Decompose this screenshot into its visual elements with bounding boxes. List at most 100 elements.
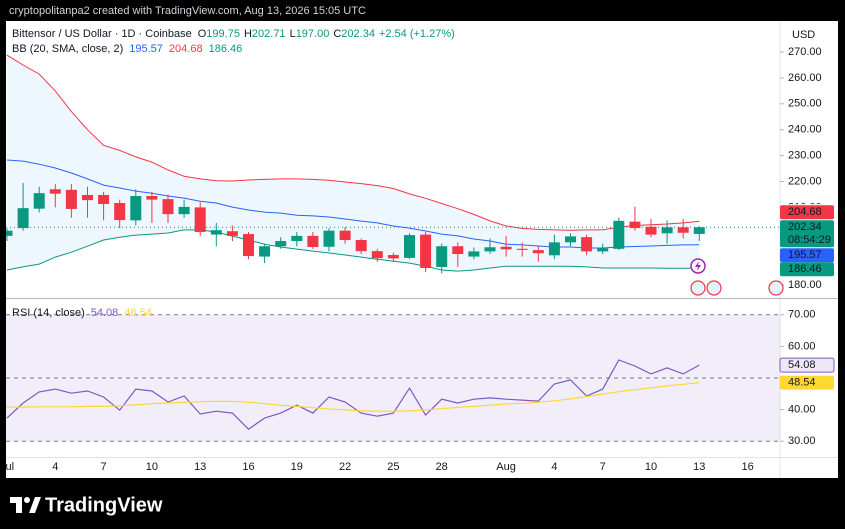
candle-body [661,227,673,234]
legend-value: 202.34 [341,28,375,40]
candle-body [146,196,158,200]
y-tick-label: 250.00 [788,98,822,110]
legend-row: BB (20, SMA, close, 2) 195.57 204.68 186.46 [12,43,242,55]
legend-value: 199.75 [206,28,240,40]
candle-body [387,255,399,259]
candle-body [404,235,415,258]
candle-body [98,194,110,205]
rsi-label-bg [779,357,835,373]
candle-body [355,240,367,252]
candle-body [243,234,254,257]
candle-body [468,251,480,257]
indicator-title: BB (20, SMA, close, 2) [12,43,123,55]
candle-body [114,202,126,221]
legend-key: C [333,28,341,40]
candle-body [436,246,448,267]
footer-logo [10,497,41,513]
x-tick-label: 13 [194,461,206,473]
y-tick-label: 230.00 [788,150,822,162]
candle-body [65,189,77,209]
price-label: 202.34 [788,221,822,233]
event-flag[interactable] [706,280,722,296]
candle-body [532,250,544,254]
indicator-value: 204.68 [169,43,203,55]
candle-body [484,247,496,252]
legend-value: 197.00 [296,28,330,40]
candle-body [178,206,190,215]
price-label: 195.57 [788,249,822,261]
legend-change: +2.54 (+1.27%) [379,28,455,40]
indicator-value: 195.57 [129,43,163,55]
candle-body [226,231,238,236]
y-tick-label: 270.00 [788,46,822,58]
candle-body [629,221,641,229]
x-tick-label: 25 [387,461,399,473]
candle-body [17,208,29,229]
snapshot-header: cryptopolitanpa2 created with TradingVie… [9,5,366,17]
candle-body [597,248,609,252]
bb-line [6,229,700,272]
y-tick-label: 60.00 [788,340,816,352]
indicator-value: 186.46 [209,43,243,55]
price-label-bg [780,205,834,220]
x-tick-label: Aug [496,461,516,473]
y-tick-label: 40.00 [788,404,816,416]
candle-body [565,236,576,243]
x-tick-label: 13 [693,461,705,473]
logo-part [24,497,30,503]
price-label-bg [780,248,834,263]
rsi-pane [6,314,780,442]
candle-body [339,230,351,241]
legend-row: RSI (14, close) 54.08 48.54 [12,307,152,319]
y-tick-label: 70.00 [788,309,816,321]
x-tick-label: 22 [339,461,351,473]
candle-body [693,227,705,234]
y-tick-label: 220.00 [788,175,822,187]
x-tick-label: 16 [242,461,254,473]
x-tick-label: 7 [101,461,107,473]
rsi-label: 48.54 [788,377,816,389]
rsi-label: 54.08 [788,359,816,371]
time-axis: Jul 4 7 10 13 16 19 22 25 28 Aug 4 7 10 13 16 [0,461,754,473]
event-flag[interactable] [690,280,706,296]
logo-part [16,497,22,513]
candle-body [516,248,528,250]
candle-body [420,234,432,268]
x-tick-label: 10 [146,461,158,473]
candle-body [82,194,93,201]
candle-body [162,199,174,215]
logo-part [29,497,41,513]
indicator-value: 54.08 [91,307,119,319]
x-tick-label: 16 [741,461,753,473]
candle-body [210,230,222,235]
x-tick-label: 19 [291,461,303,473]
rsi-line [6,359,700,430]
candle-body [307,235,319,248]
candle-body [581,237,593,252]
overlay: 180.00190.00200.00210.00220.00230.00240.… [12,28,838,447]
x-tick-label: 7 [600,461,606,473]
countdown: 08:54:29 [788,234,831,246]
price-label: 204.68 [788,206,822,218]
candle-body [645,226,657,235]
candle-body [259,246,271,257]
y-tick-label: 30.00 [788,435,816,447]
candle-body [452,246,464,254]
legend-key: H [244,28,252,40]
x-tick-label: Jul [0,461,14,473]
legend-value: 202.71 [252,28,286,40]
y-tick-label: 260.00 [788,72,822,84]
candle-body [291,235,303,242]
rsi-label-bg [780,375,834,390]
indicator-title: RSI (14, close) [12,307,85,319]
legend-row: Bittensor / US Dollar · 1D · Coinbase O19… [12,28,455,40]
footer-brand: TradingView [45,494,163,516]
candle-body [371,251,383,259]
x-tick-label: 10 [645,461,657,473]
candle-body [194,207,206,232]
y-tick-label: 240.00 [788,124,822,136]
price-label-bg [780,262,834,277]
legend-symbol: Bittensor / US Dollar · 1D · Coinbase [12,28,192,40]
event-flag[interactable] [768,280,784,296]
